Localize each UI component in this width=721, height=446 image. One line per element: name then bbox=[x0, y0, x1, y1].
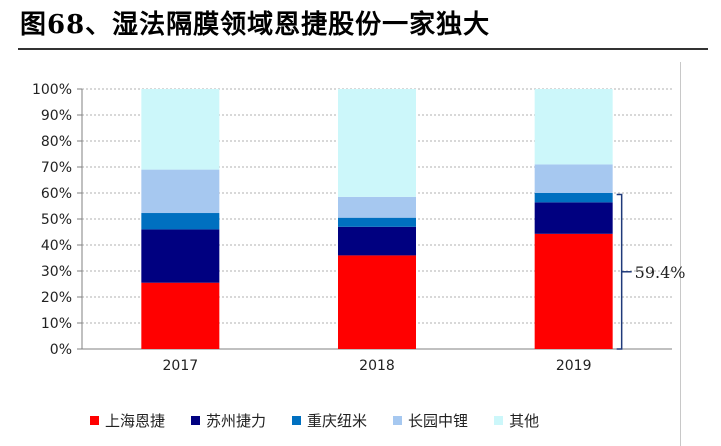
y-tick-label: 50% bbox=[41, 212, 72, 228]
bar-segment bbox=[338, 226, 416, 256]
y-tick-label: 100% bbox=[32, 82, 72, 98]
chart-legend: 上海恩捷 苏州捷力 重庆纽米 长园中锂 其他 bbox=[90, 410, 539, 431]
legend-item: 苏州捷力 bbox=[191, 410, 266, 431]
legend-label: 其他 bbox=[509, 412, 540, 430]
y-tick-label: 20% bbox=[41, 290, 72, 306]
annotation-bracket bbox=[616, 193, 623, 350]
legend-item: 其他 bbox=[494, 410, 539, 431]
bar-segment bbox=[338, 89, 416, 197]
legend-item: 重庆纽米 bbox=[292, 410, 367, 431]
bar-segment bbox=[141, 89, 220, 170]
legend-label: 重庆纽米 bbox=[307, 412, 368, 430]
bar-segment bbox=[338, 196, 416, 218]
legend-label: 苏州捷力 bbox=[206, 412, 267, 430]
y-tick-label: 30% bbox=[41, 264, 72, 280]
legend-swatch bbox=[191, 416, 201, 425]
page-divider bbox=[680, 62, 681, 446]
title-underline bbox=[18, 48, 708, 50]
x-tick-label: 2018 bbox=[359, 358, 395, 374]
y-tick-label: 90% bbox=[41, 108, 72, 124]
figure-title: 图68、湿法隔膜领域恩捷股份一家独大 bbox=[20, 10, 491, 40]
legend-swatch bbox=[292, 416, 302, 425]
bar-segment bbox=[141, 213, 220, 230]
annotation-label: 59.4% bbox=[635, 263, 686, 282]
bar-segment bbox=[338, 217, 416, 227]
legend-swatch bbox=[494, 416, 504, 425]
legend-label: 长园中锂 bbox=[408, 412, 469, 430]
legend-item: 上海恩捷 bbox=[90, 410, 165, 431]
bar-segment bbox=[141, 229, 220, 283]
bar-segment bbox=[534, 164, 613, 193]
bar-segment bbox=[141, 282, 220, 349]
y-tick-label: 40% bbox=[41, 238, 72, 254]
y-tick-label: 0% bbox=[50, 342, 72, 358]
x-tick-label: 2019 bbox=[556, 358, 592, 374]
bar-segment bbox=[141, 169, 220, 214]
y-tick-label: 10% bbox=[41, 316, 72, 332]
x-tick-label: 2017 bbox=[163, 358, 199, 374]
legend-label: 上海恩捷 bbox=[105, 412, 166, 430]
bar-segment bbox=[338, 255, 416, 349]
bar-segment bbox=[534, 193, 613, 203]
legend-swatch bbox=[90, 416, 99, 425]
bar-segment bbox=[534, 233, 613, 349]
legend-swatch bbox=[393, 416, 403, 425]
y-tick-label: 70% bbox=[41, 160, 72, 176]
y-tick-label: 60% bbox=[41, 186, 72, 202]
legend-item: 长园中锂 bbox=[393, 410, 468, 431]
y-tick-label: 80% bbox=[41, 134, 72, 150]
bar-segment bbox=[534, 202, 613, 234]
bar-segment bbox=[534, 89, 613, 165]
